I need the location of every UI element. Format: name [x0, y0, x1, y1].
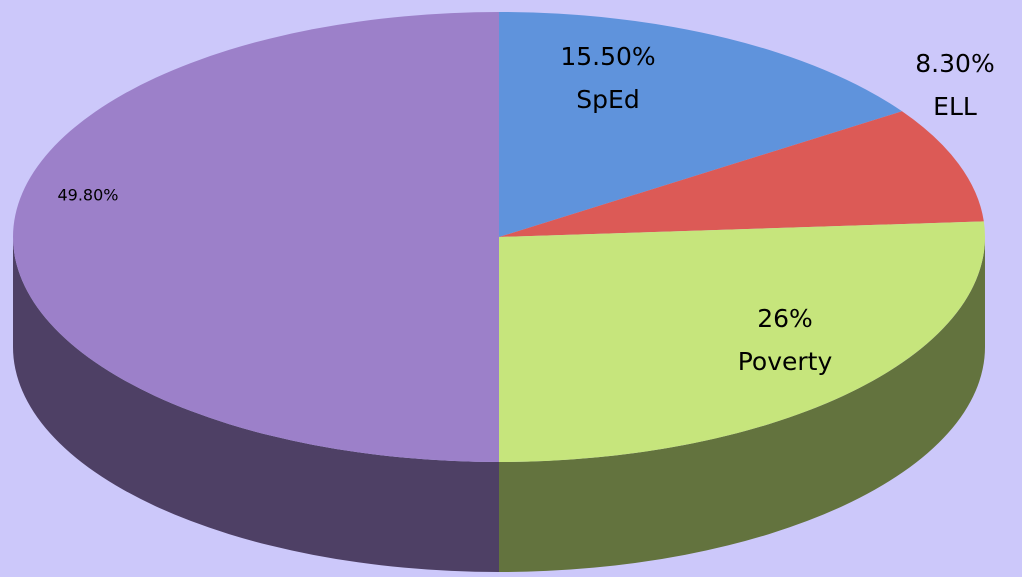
pie-side: [499, 237, 985, 572]
pie-tops: [13, 12, 985, 462]
pie-slice: [499, 12, 903, 237]
value-label: 15.50%: [560, 42, 655, 71]
value-label: 49.80%: [57, 186, 118, 205]
pie-sides: [13, 237, 985, 572]
pie-slice: [499, 221, 985, 462]
value-label: 26%: [757, 304, 813, 333]
pie-slice: [499, 111, 984, 237]
pie-side: [13, 237, 499, 572]
pie-slice: [13, 12, 499, 462]
labels: 15.50% SpEd 8.30% ELL 26% Poverty 49.80%: [57, 42, 994, 376]
category-label: SpEd: [576, 85, 639, 114]
category-label: Poverty: [738, 347, 833, 376]
value-label: 8.30%: [915, 49, 994, 78]
category-label: ELL: [933, 92, 977, 121]
